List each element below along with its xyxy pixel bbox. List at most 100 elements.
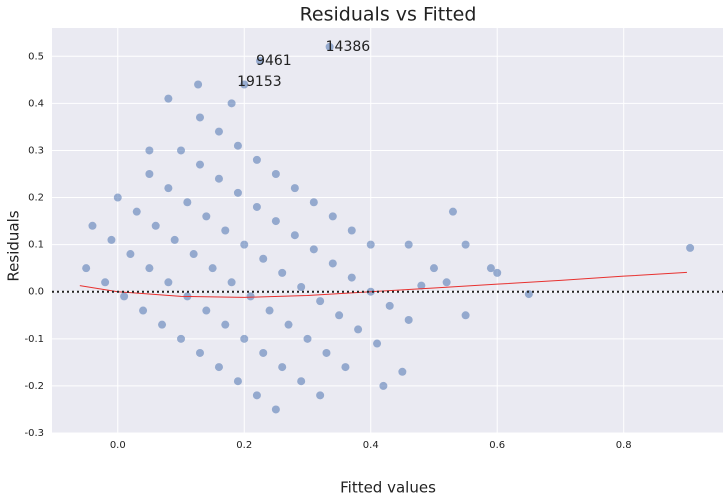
point xyxy=(271,169,280,178)
point xyxy=(195,113,204,122)
point xyxy=(524,290,533,299)
point xyxy=(214,363,223,372)
point xyxy=(461,240,470,249)
chart-title: Residuals vs Fitted xyxy=(300,4,477,26)
point xyxy=(284,320,293,329)
point xyxy=(183,198,192,207)
point xyxy=(240,334,249,343)
point xyxy=(177,146,186,155)
point xyxy=(82,264,91,273)
point xyxy=(429,264,438,273)
point xyxy=(325,42,334,51)
y-tick-label: 0.4 xyxy=(28,98,44,109)
point xyxy=(461,311,470,320)
point xyxy=(208,264,217,273)
point xyxy=(214,174,223,183)
point xyxy=(139,306,148,315)
point xyxy=(221,320,230,329)
point xyxy=(309,198,318,207)
point xyxy=(379,381,388,390)
point xyxy=(271,217,280,226)
annotation: 19153 xyxy=(237,74,282,90)
point xyxy=(256,56,265,65)
point xyxy=(398,367,407,376)
point xyxy=(385,301,394,310)
point xyxy=(686,243,695,252)
y-tick-label: -0.2 xyxy=(24,381,44,392)
point xyxy=(347,273,356,282)
point xyxy=(189,250,198,259)
point xyxy=(120,292,129,301)
point xyxy=(202,306,211,315)
point xyxy=(240,80,249,89)
point xyxy=(221,226,230,235)
y-tick-label: 0.2 xyxy=(28,193,44,204)
point xyxy=(170,235,179,244)
point xyxy=(316,391,325,400)
annotation: 14386 xyxy=(326,39,371,55)
point xyxy=(233,188,242,197)
point xyxy=(278,363,287,372)
point xyxy=(240,240,249,249)
point xyxy=(252,202,261,211)
point xyxy=(328,259,337,268)
point xyxy=(164,184,173,193)
fit-line xyxy=(79,271,687,298)
point xyxy=(290,231,299,240)
point xyxy=(132,207,141,216)
point xyxy=(278,268,287,277)
y-tick-label: 0.0 xyxy=(28,287,44,298)
point xyxy=(233,141,242,150)
x-tick-label: 0.8 xyxy=(616,440,632,451)
x-tick-label: 0.2 xyxy=(236,440,252,451)
point xyxy=(366,240,375,249)
point xyxy=(486,264,495,273)
y-axis-label: Residuals xyxy=(5,210,23,281)
point xyxy=(246,292,255,301)
point xyxy=(252,391,261,400)
point xyxy=(417,281,426,290)
point xyxy=(259,254,268,263)
point xyxy=(309,245,318,254)
point xyxy=(194,80,203,89)
y-tick-label: -0.1 xyxy=(24,334,44,345)
point xyxy=(373,339,382,348)
point xyxy=(164,278,173,287)
annotation: 9461 xyxy=(256,53,292,69)
point xyxy=(101,278,110,287)
point xyxy=(158,320,167,329)
point xyxy=(335,311,344,320)
point xyxy=(214,127,223,136)
x-tick-label: 0.4 xyxy=(363,440,379,451)
y-tick-label: 0.5 xyxy=(28,51,44,62)
point xyxy=(354,325,363,334)
point xyxy=(347,226,356,235)
y-tick-label: -0.3 xyxy=(24,428,44,439)
y-tick-label: 0.1 xyxy=(28,240,44,251)
point xyxy=(202,212,211,221)
point xyxy=(145,146,154,155)
point xyxy=(126,250,135,259)
y-tick-label: 0.3 xyxy=(28,145,44,156)
point xyxy=(448,207,457,216)
point xyxy=(442,278,451,287)
point xyxy=(316,297,325,306)
x-axis-label: Fitted values xyxy=(340,479,436,497)
point xyxy=(113,193,122,202)
point xyxy=(328,212,337,221)
point xyxy=(271,405,280,414)
point xyxy=(341,363,350,372)
point xyxy=(297,283,306,292)
point xyxy=(195,160,204,169)
point xyxy=(265,306,274,315)
point xyxy=(107,235,116,244)
point xyxy=(164,94,173,103)
x-tick-label: 0.0 xyxy=(110,440,126,451)
point xyxy=(404,315,413,324)
point xyxy=(145,264,154,273)
point xyxy=(88,221,97,230)
point xyxy=(145,169,154,178)
point xyxy=(259,348,268,357)
point xyxy=(297,377,306,386)
